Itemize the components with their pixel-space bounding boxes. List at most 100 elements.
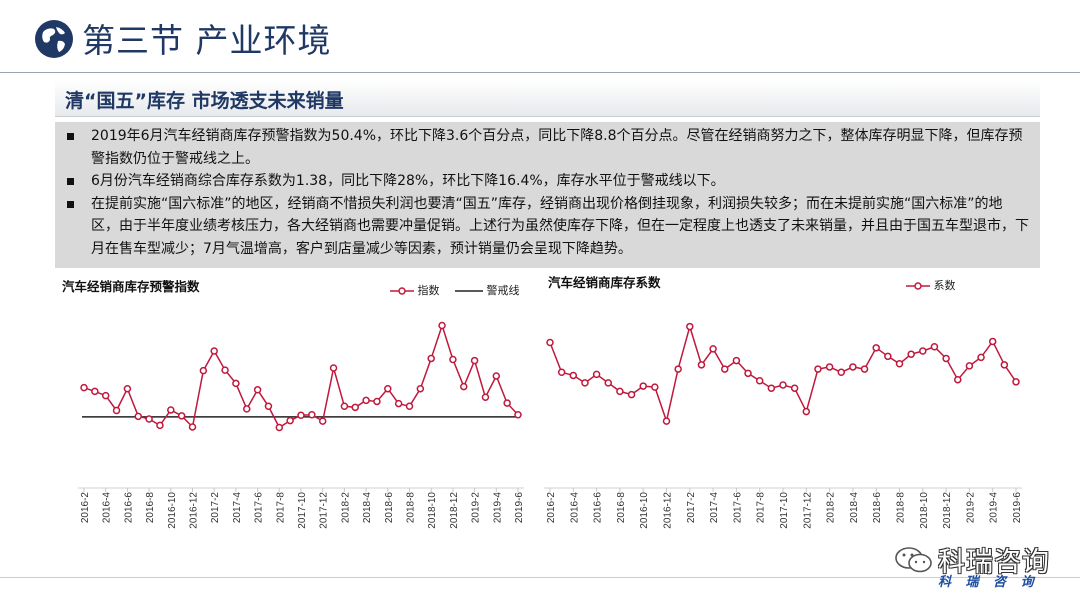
x-tick-label: 2018-4 <box>849 492 860 524</box>
data-point <box>907 350 915 358</box>
data-point <box>134 412 142 421</box>
data-point <box>351 403 359 412</box>
data-point <box>988 337 997 346</box>
data-point <box>177 412 186 420</box>
x-tick-label: 2018-12 <box>942 492 953 529</box>
x-tick-label: 2016-12 <box>189 492 200 529</box>
x-tick-label: 2016-4 <box>569 492 580 524</box>
x-tick-label: 2018-8 <box>406 492 417 524</box>
data-point <box>872 344 880 352</box>
data-point <box>895 360 904 368</box>
data-point <box>779 381 787 389</box>
x-tick-label: 2019-2 <box>965 492 976 524</box>
x-tick-label: 2017-8 <box>756 492 767 524</box>
x-tick-label: 2017-12 <box>802 492 813 529</box>
data-point <box>802 407 811 416</box>
data-point <box>156 421 164 430</box>
legend-line-marker-icon <box>390 287 414 295</box>
legend-inventory-coefficient: 系数 <box>906 277 956 293</box>
x-tick-label: 2016-8 <box>145 492 156 524</box>
x-tick-label: 2019-4 <box>989 492 1000 524</box>
x-tick-label: 2017-12 <box>319 492 330 529</box>
x-tick-label: 2017-10 <box>779 492 790 529</box>
x-tick-label: 2016-6 <box>123 492 134 524</box>
data-point <box>592 370 601 379</box>
x-tick-label: 2017-2 <box>686 492 697 524</box>
data-point <box>965 362 974 370</box>
data-point <box>651 383 659 391</box>
data-point <box>825 363 834 371</box>
wechat-icon <box>895 547 932 573</box>
page-title: 第三节 产业环境 <box>82 21 332 60</box>
data-point <box>318 417 327 425</box>
globe-icon <box>35 20 73 58</box>
x-tick-label: 2019-6 <box>514 492 525 524</box>
data-point <box>438 321 446 330</box>
data-point <box>767 384 776 392</box>
data-point <box>860 365 869 373</box>
data-point <box>557 368 566 376</box>
watermark: 科瑞咨询 科 瑞 咨 询 <box>894 540 1064 590</box>
bullet-box: 2019年6月汽车经销商库存预警指数为50.4%，环比下降3.6个百分点，同比下… <box>55 122 1040 268</box>
data-point <box>112 406 121 415</box>
data-point <box>674 365 682 373</box>
legend-label-index: 指数 <box>417 284 440 297</box>
data-point <box>221 366 229 374</box>
data-point <box>514 411 522 419</box>
x-tick-label: 2017-10 <box>297 492 308 529</box>
bullet-text: 2019年6月汽车经销商库存预警指数为50.4%，环比下降3.6个百分点，同比下… <box>91 128 1023 167</box>
data-point <box>790 384 799 392</box>
data-point <box>394 399 403 408</box>
data-point <box>744 369 752 378</box>
x-tick-label: 2018-10 <box>919 492 930 529</box>
x-tick-label: 2016-10 <box>639 492 650 529</box>
data-point <box>930 343 939 351</box>
data-point <box>837 368 845 376</box>
data-point <box>604 379 612 387</box>
watermark-sub: 科 瑞 咨 询 <box>938 575 1039 590</box>
x-tick-label: 2018-10 <box>427 492 438 529</box>
data-point <box>470 356 479 365</box>
x-tick-label: 2016-2 <box>546 492 557 524</box>
subtitle-bar: 清“国五”库存 市场透支未来销量 <box>55 80 1040 117</box>
data-point <box>308 411 316 419</box>
data-point <box>942 354 950 363</box>
x-tick-label: 2018-8 <box>896 492 907 524</box>
x-tick-label: 2017-8 <box>275 492 286 524</box>
x-tick-label: 2017-2 <box>210 492 221 524</box>
data-point <box>275 423 284 432</box>
data-point <box>662 417 671 425</box>
bullet-item: 在提前实施“国六标准”的地区，经销商不惜损失利润也要清“国五”库存，经销商出现价… <box>65 193 1030 261</box>
watermark-name: 科瑞咨询 <box>938 547 1050 578</box>
data-point <box>340 402 349 410</box>
data-point <box>449 355 457 364</box>
x-tick-label: 2019-4 <box>492 492 503 524</box>
data-point <box>329 364 338 372</box>
data-point <box>362 396 370 405</box>
data-point <box>286 416 294 425</box>
data-point <box>91 387 99 396</box>
data-point <box>232 379 240 388</box>
data-point <box>1000 361 1009 369</box>
bullet-square-icon <box>67 178 74 185</box>
data-point <box>581 379 589 387</box>
bullet-square-icon <box>67 133 74 140</box>
header: 第三节 产业环境 <box>0 0 1080 74</box>
data-point <box>977 353 985 362</box>
data-point <box>884 352 892 361</box>
data-point <box>80 383 88 392</box>
data-point <box>427 354 435 363</box>
bullet-item: 6月份汽车经销商综合库存系数为1.38，同比下降28%，环比下降16.4%，库存… <box>65 170 1030 193</box>
data-point <box>616 387 624 396</box>
data-point <box>243 405 251 413</box>
x-tick-label: 2017-6 <box>732 492 743 524</box>
x-tick-label: 2018-12 <box>449 492 460 529</box>
x-tick-label: 2017-4 <box>709 492 720 524</box>
footer-divider <box>0 577 1080 578</box>
x-tick-label: 2017-4 <box>232 492 243 524</box>
data-point <box>384 384 392 393</box>
data-point <box>492 372 501 380</box>
data-point <box>721 365 729 373</box>
data-point <box>188 423 197 431</box>
